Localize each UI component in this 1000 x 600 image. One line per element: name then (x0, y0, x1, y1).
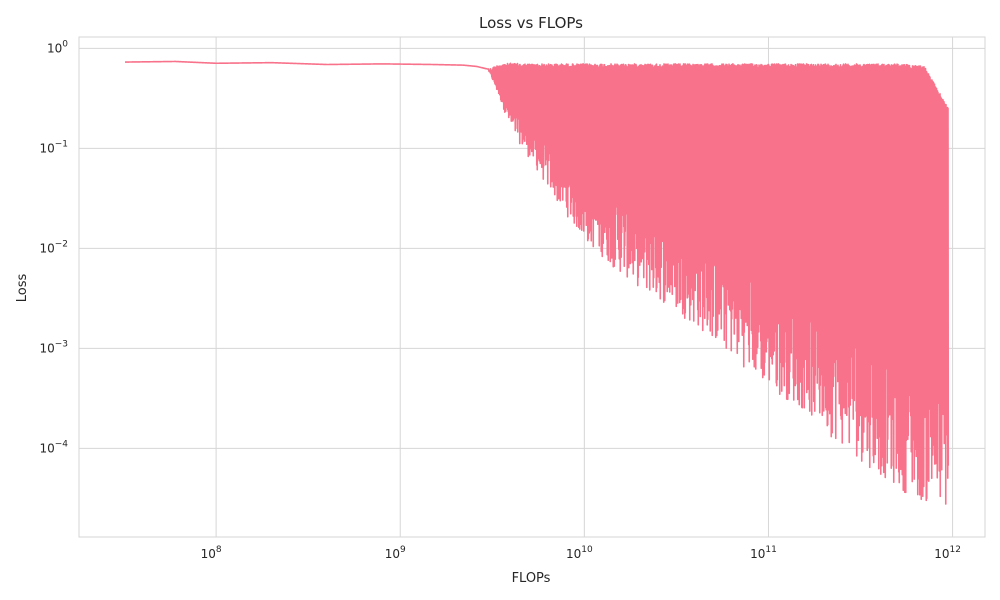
x-tick-label: 1010 (566, 545, 593, 561)
y-tick-label: 10−4 (39, 439, 68, 455)
y-axis-title: Loss (15, 274, 30, 303)
y-tick-label: 10−3 (39, 339, 68, 355)
y-tick-label: 10−2 (39, 239, 68, 255)
x-tick-label: 1012 (934, 545, 961, 561)
y-tick-label: 100 (47, 39, 68, 55)
x-tick-label: 109 (385, 545, 406, 561)
x-tick-label: 108 (201, 545, 222, 561)
y-tick-label: 10−1 (39, 139, 68, 155)
plot-frame (78, 36, 986, 538)
x-axis-title: FLOPs (512, 571, 551, 586)
x-tick-label: 1011 (750, 545, 777, 561)
series-loss (124, 60, 950, 505)
series-line (124, 60, 950, 505)
chart-title: Loss vs FLOPs (479, 14, 583, 32)
tick-labels: 108 109 1010 1011 1012 100 10−1 10−2 10−3 10−4 (39, 39, 961, 561)
